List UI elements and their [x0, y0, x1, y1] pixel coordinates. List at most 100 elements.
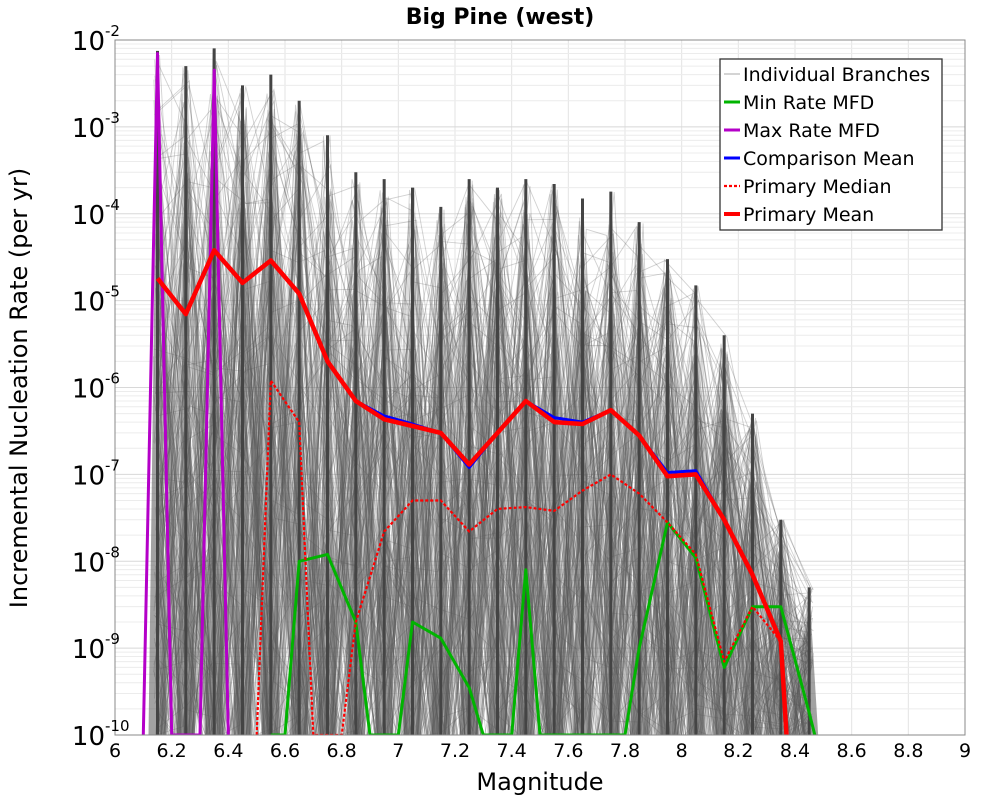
x-tick-label: 7.2: [440, 740, 470, 762]
chart-title: Big Pine (west): [406, 5, 595, 30]
branch-line: [160, 189, 739, 735]
branch-line: [168, 100, 812, 735]
x-tick-label: 6: [109, 740, 121, 762]
branch-line: [154, 130, 811, 735]
x-tick-label: 6.2: [157, 740, 187, 762]
branch-line: [154, 84, 808, 735]
x-tick-label: 7: [392, 740, 404, 762]
series-min-rate-mfd: [270, 520, 817, 735]
branch-line: [157, 122, 774, 735]
x-tick-label: 6.4: [213, 740, 243, 762]
branch-line: [172, 205, 808, 735]
legend-label: Primary Median: [743, 176, 892, 198]
y-tick-label: 10 -8: [72, 543, 120, 578]
x-tick-label: 6.8: [327, 740, 357, 762]
legend-label: Primary Mean: [743, 204, 874, 226]
branch-line: [159, 198, 808, 735]
branch-line: [157, 263, 809, 735]
y-tick-exponent: -3: [105, 109, 120, 127]
branch-line: [163, 180, 805, 735]
y-tick-base: 10: [72, 201, 105, 231]
y-tick-base: 10: [72, 635, 105, 665]
branch-line: [154, 217, 811, 735]
x-tick-label: 7.4: [497, 740, 527, 762]
branch-line: [160, 206, 810, 735]
branch-line: [156, 122, 810, 735]
branch-line: [158, 137, 793, 735]
y-tick-exponent: -5: [105, 283, 120, 301]
y-tick-label: 10 -7: [72, 456, 120, 491]
y-tick-label: 10 -4: [72, 196, 120, 231]
branch-line: [160, 214, 812, 735]
branch-line: [158, 172, 798, 735]
branch-line: [158, 65, 811, 735]
y-tick-exponent: -6: [105, 370, 120, 388]
x-tick-label: 6.6: [270, 740, 300, 762]
y-tick-label: 10 -3: [72, 109, 120, 144]
branch-line: [155, 128, 788, 735]
legend-box: [719, 58, 943, 231]
branch-line: [160, 196, 806, 735]
y-tick-label: 10 -2: [72, 22, 120, 57]
y-tick-exponent: -10: [105, 717, 130, 735]
legend-label: Comparison Mean: [743, 148, 915, 170]
branch-line: [156, 101, 806, 735]
x-tick-label: 8.6: [837, 740, 867, 762]
branch-line: [160, 181, 805, 735]
branch-line: [155, 223, 747, 735]
series-max-rate-mfd: [141, 52, 230, 735]
y-tick-base: 10: [72, 548, 105, 578]
legend-label: Individual Branches: [743, 64, 930, 86]
x-tick-label: 8: [676, 740, 688, 762]
branch-line: [154, 206, 807, 735]
y-tick-base: 10: [72, 722, 105, 752]
y-axis-label: Incremental Nucleation Rate (per yr): [5, 168, 33, 608]
branch-line: [159, 121, 802, 735]
branch-line: [155, 146, 811, 735]
legend-label: Max Rate MFD: [743, 120, 880, 142]
branch-line: [158, 102, 798, 735]
branch-line: [154, 110, 793, 735]
branch-line: [160, 277, 813, 735]
y-tick-label: 10 -9: [72, 630, 120, 665]
branch-line: [156, 160, 805, 735]
branch-line: [156, 198, 810, 735]
x-tick-label: 8.2: [723, 740, 753, 762]
branch-line: [154, 251, 805, 735]
grid: [114, 40, 966, 736]
x-tick-label: 8.8: [893, 740, 923, 762]
y-tick-base: 10: [72, 375, 105, 405]
branch-line: [156, 144, 807, 735]
branch-line: [158, 207, 812, 735]
x-tick-label: 9: [959, 740, 971, 762]
branch-line: [158, 119, 813, 735]
y-tick-exponent: -9: [105, 630, 120, 648]
series-primary-median: [255, 379, 788, 735]
branch-line: [160, 69, 814, 735]
branch-line: [153, 130, 807, 735]
y-tick-label: 10 -5: [72, 283, 120, 318]
branch-line: [153, 271, 810, 735]
y-tick-exponent: -8: [105, 543, 120, 561]
branch-line: [159, 155, 797, 735]
branch-line: [158, 151, 808, 735]
branch-line: [155, 93, 813, 735]
series-primary-mean: [155, 248, 789, 735]
branch-line: [156, 95, 814, 735]
branch-line: [154, 199, 810, 735]
x-axis-ticks: 6 6.2 6.4 6.6 6.8 7 7.2 7.4 7.6 7.8 8 8.2 8.4 8.6 8.8 9: [109, 740, 971, 762]
branch-line: [154, 130, 808, 735]
branch-line: [158, 110, 810, 735]
branch-line: [158, 118, 774, 735]
x-tick-label: 7.6: [553, 740, 583, 762]
branch-line: [153, 107, 812, 735]
branch-line: [157, 188, 812, 735]
x-axis-label: Magnitude: [476, 768, 603, 796]
x-tick-label: 8.4: [780, 740, 810, 762]
branch-line: [193, 191, 813, 735]
legend: Individual Branches Min Rate MFD Max Rate …: [719, 58, 943, 231]
y-tick-label: 10 -6: [72, 370, 120, 405]
branch-line: [156, 89, 806, 735]
